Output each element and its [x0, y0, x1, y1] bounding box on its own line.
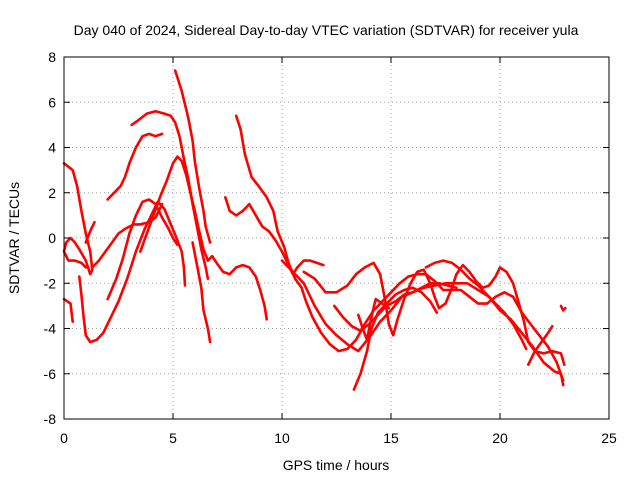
trace-4: [78, 200, 187, 344]
y-axis-label: SDTVAR / TECUs: [6, 182, 22, 294]
x-tick-label: 10: [274, 430, 290, 446]
y-tick-label: -2: [44, 275, 57, 291]
ticks: [63, 56, 610, 420]
y-tick-label: 0: [48, 230, 56, 246]
trace-1: [62, 162, 94, 276]
x-tick-label: 15: [383, 430, 399, 446]
trace-11: [191, 241, 212, 344]
trace-14: [280, 259, 565, 387]
y-tick-label: -4: [44, 321, 57, 337]
y-tick-label: 8: [48, 49, 56, 65]
grid: [64, 57, 609, 419]
trace-3: [62, 297, 74, 323]
traces: [62, 69, 567, 391]
x-tick-label: 20: [492, 430, 508, 446]
x-tick-label: 25: [601, 430, 617, 446]
x-axis-label: GPS time / hours: [283, 457, 390, 473]
trace-16: [352, 286, 439, 391]
trace-12: [224, 196, 325, 276]
trace-9: [139, 155, 268, 321]
x-tick-label: 0: [60, 430, 68, 446]
trace-2: [84, 220, 96, 244]
trace-18: [424, 259, 528, 351]
trace-8: [130, 110, 210, 280]
y-tick-label: 2: [48, 185, 56, 201]
trace-10: [173, 69, 212, 244]
trace-6: [106, 198, 179, 301]
y-tick-label: 6: [48, 94, 56, 110]
trace-15: [302, 261, 566, 366]
y-tick-label: -8: [44, 411, 57, 427]
trace-19: [527, 324, 554, 366]
y-tick-label: -6: [44, 366, 57, 382]
trace-7: [106, 132, 164, 201]
chart-title: Day 040 of 2024, Sidereal Day-to-day VTE…: [74, 22, 579, 38]
trace-20: [559, 304, 567, 312]
x-tick-label: 5: [169, 430, 177, 446]
trace-13: [234, 114, 565, 382]
tick-labels: 0 5 10 15 20 25 -8 -6 -4 -2 0 2 4 6 8: [44, 49, 617, 446]
y-tick-label: 4: [48, 140, 56, 156]
trace-21: [333, 282, 458, 333]
